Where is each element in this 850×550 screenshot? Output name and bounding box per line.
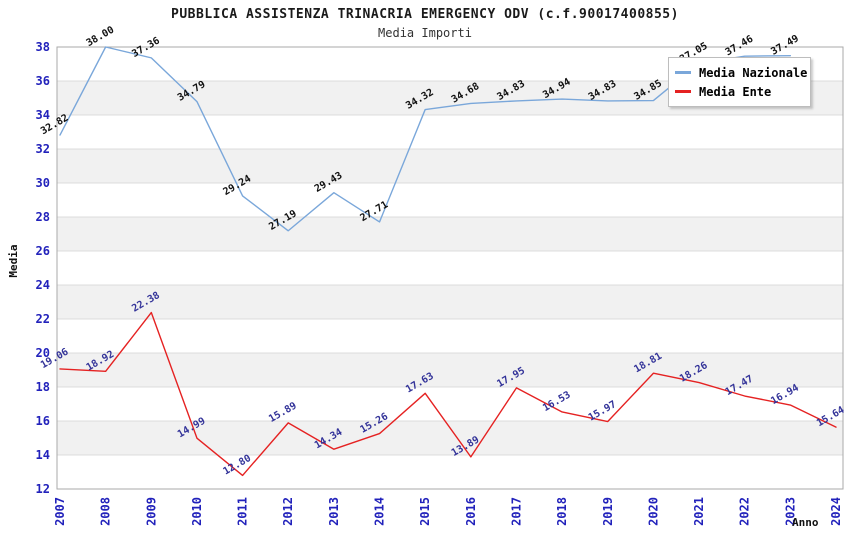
legend-item-media-nazionale: Media Nazionale bbox=[675, 63, 808, 82]
svg-text:18: 18 bbox=[36, 380, 50, 394]
svg-text:38.00: 38.00 bbox=[85, 25, 117, 50]
svg-text:2015: 2015 bbox=[418, 497, 432, 526]
svg-text:2007: 2007 bbox=[53, 497, 67, 526]
svg-text:20: 20 bbox=[36, 346, 50, 360]
svg-text:2009: 2009 bbox=[144, 497, 158, 526]
legend-swatch-media-nazionale-icon bbox=[675, 71, 691, 74]
svg-text:36: 36 bbox=[36, 74, 50, 88]
svg-text:2014: 2014 bbox=[373, 497, 387, 526]
legend-label-media-nazionale: Media Nazionale bbox=[699, 65, 808, 80]
y-axis-label: Media bbox=[7, 244, 20, 278]
chart-title: PUBBLICA ASSISTENZA TRINACRIA EMERGENCY … bbox=[171, 7, 679, 22]
svg-text:2013: 2013 bbox=[327, 497, 341, 526]
svg-text:2022: 2022 bbox=[738, 497, 752, 526]
svg-text:2021: 2021 bbox=[692, 497, 706, 526]
svg-text:28: 28 bbox=[36, 210, 50, 224]
svg-text:12: 12 bbox=[36, 482, 50, 496]
legend-item-media-ente: Media Ente bbox=[675, 82, 804, 101]
svg-text:38: 38 bbox=[36, 40, 50, 54]
svg-text:2017: 2017 bbox=[509, 497, 523, 526]
svg-text:22: 22 bbox=[36, 312, 50, 326]
legend-swatch-media-ente-icon bbox=[675, 90, 691, 93]
svg-text:2024: 2024 bbox=[829, 497, 843, 526]
svg-text:26: 26 bbox=[36, 244, 50, 258]
svg-text:32: 32 bbox=[36, 142, 50, 156]
svg-text:2008: 2008 bbox=[99, 497, 113, 526]
svg-text:2020: 2020 bbox=[646, 497, 660, 526]
svg-text:16: 16 bbox=[36, 414, 50, 428]
svg-text:30: 30 bbox=[36, 176, 50, 190]
svg-text:24: 24 bbox=[36, 278, 50, 292]
chart-subtitle: Media Importi bbox=[378, 26, 472, 40]
legend-label-media-ente: Media Ente bbox=[699, 84, 772, 99]
svg-text:2016: 2016 bbox=[464, 497, 478, 526]
svg-text:34: 34 bbox=[36, 108, 50, 122]
svg-text:2010: 2010 bbox=[190, 497, 204, 526]
x-axis-label: Anno bbox=[792, 516, 819, 529]
legend: Media Nazionale Media Ente bbox=[668, 57, 811, 107]
svg-text:2018: 2018 bbox=[555, 497, 569, 526]
svg-text:2019: 2019 bbox=[601, 497, 615, 526]
svg-text:2023: 2023 bbox=[783, 497, 797, 526]
svg-text:2011: 2011 bbox=[236, 497, 250, 526]
svg-text:14: 14 bbox=[36, 448, 50, 462]
svg-text:2012: 2012 bbox=[281, 497, 295, 526]
